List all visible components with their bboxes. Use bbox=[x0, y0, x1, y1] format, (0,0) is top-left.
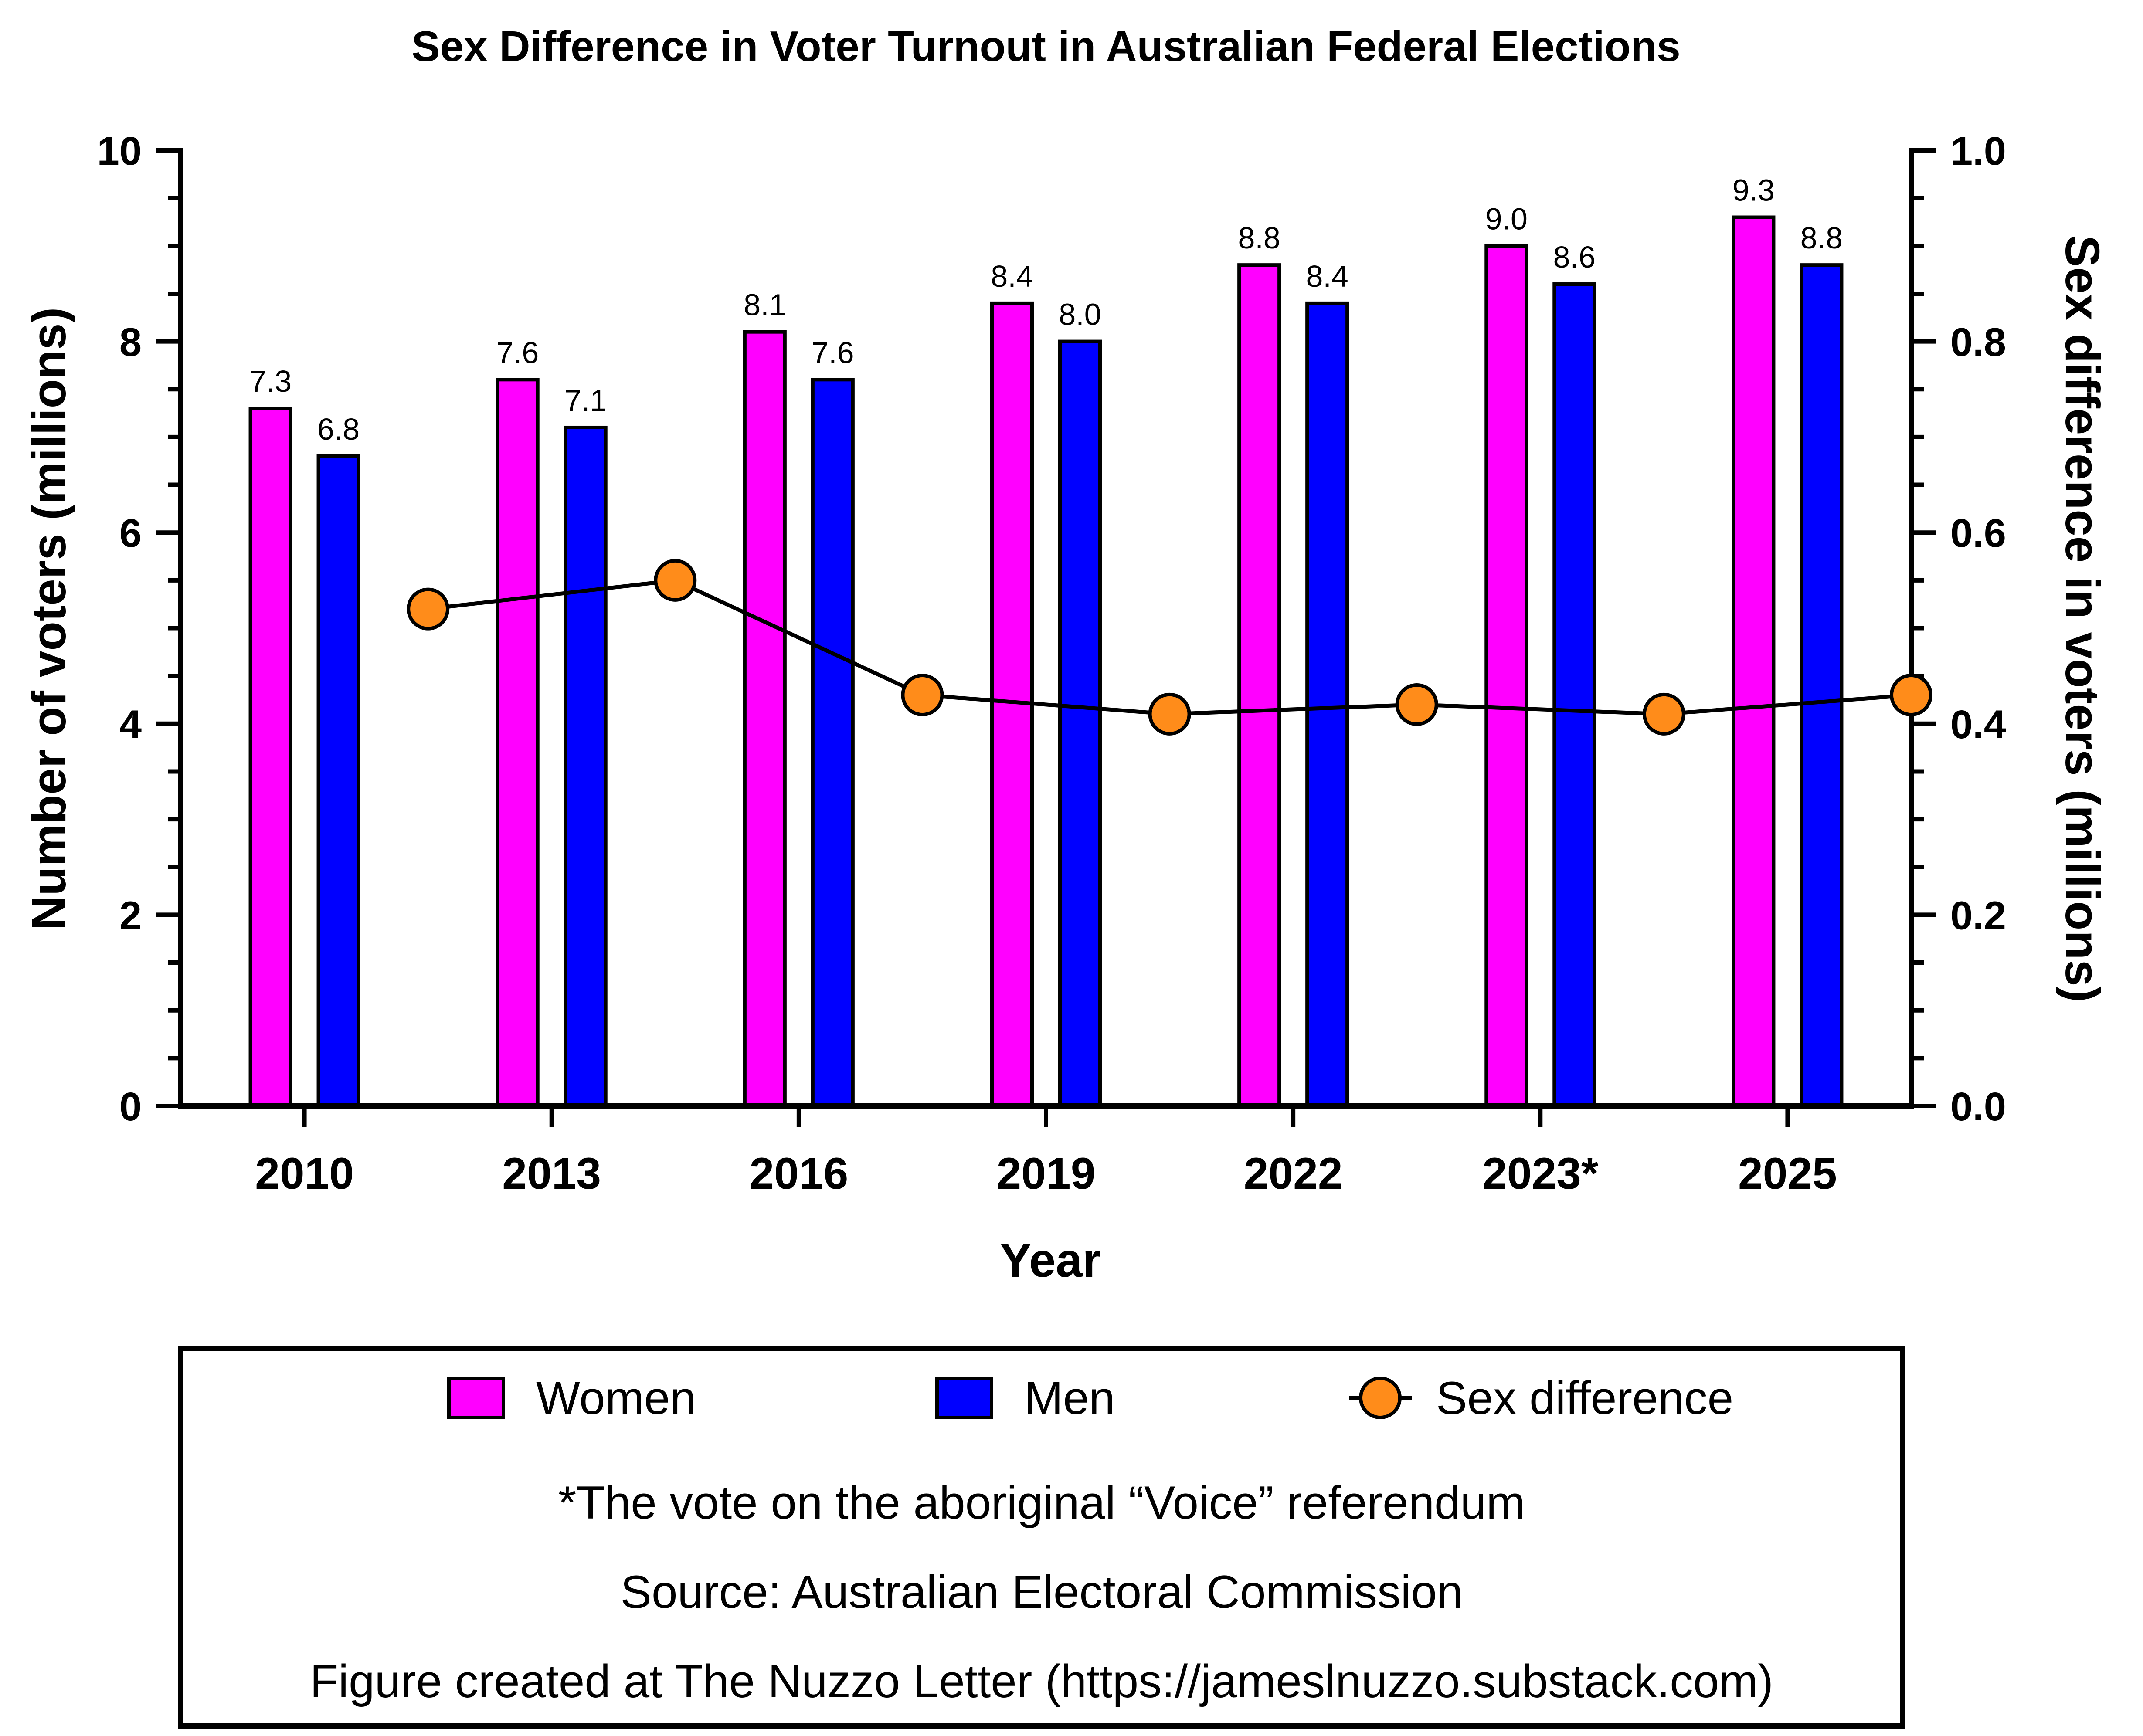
x-tick-label: 2010 bbox=[255, 1149, 354, 1198]
point-sex-difference bbox=[1395, 683, 1438, 726]
bar-women bbox=[1732, 215, 1776, 1108]
legend-box: Women Men Sex difference *The vote on th… bbox=[178, 1346, 1905, 1729]
legend-item-men: Men bbox=[935, 1372, 1115, 1424]
x-tick-label: 2016 bbox=[749, 1149, 848, 1198]
data-label-women: 8.4 bbox=[991, 259, 1033, 293]
y2-tick-label: 0.8 bbox=[1950, 320, 2006, 365]
y-tick-label: 4 bbox=[119, 702, 142, 747]
bar-men bbox=[564, 425, 608, 1108]
y2-axis-title: Sex difference in voters (millions) bbox=[2055, 235, 2109, 1002]
bar-men bbox=[1058, 339, 1102, 1108]
legend-marker-sex-difference bbox=[1359, 1377, 1402, 1419]
y-axis-title: Number of voters (millions) bbox=[22, 307, 76, 930]
y2-tick-label: 0.6 bbox=[1950, 511, 2006, 556]
data-label-women: 7.3 bbox=[249, 364, 292, 398]
point-sex-difference bbox=[1148, 692, 1191, 736]
y-tick-label: 6 bbox=[119, 511, 142, 556]
point-sex-difference bbox=[407, 587, 450, 631]
legend-item-women: Women bbox=[447, 1372, 696, 1424]
bar-men bbox=[1800, 263, 1844, 1108]
y-tick-label: 2 bbox=[119, 893, 142, 938]
x-tick-label: 2025 bbox=[1738, 1149, 1837, 1198]
data-label-men: 8.8 bbox=[1800, 221, 1843, 255]
bar-men bbox=[1552, 282, 1596, 1108]
legend-label-sex-difference: Sex difference bbox=[1436, 1372, 1733, 1424]
x-tick-label: 2013 bbox=[502, 1149, 601, 1198]
data-label-men: 6.8 bbox=[317, 412, 360, 446]
data-label-men: 8.6 bbox=[1553, 240, 1596, 274]
y2-tick-label: 0.0 bbox=[1950, 1085, 2006, 1129]
y-tick-label: 8 bbox=[119, 320, 142, 365]
point-sex-difference bbox=[901, 674, 944, 717]
data-label-men: 7.1 bbox=[564, 383, 607, 417]
legend-item-sex-difference: Sex difference bbox=[1349, 1372, 1733, 1424]
data-label-women: 8.1 bbox=[744, 288, 786, 322]
bar-women bbox=[1484, 244, 1528, 1108]
bar-men bbox=[811, 378, 855, 1108]
y-tick-label: 0 bbox=[119, 1085, 142, 1129]
data-label-women: 8.8 bbox=[1238, 221, 1280, 255]
x-tick-label: 2022 bbox=[1244, 1149, 1343, 1198]
x-tick-label: 2019 bbox=[997, 1149, 1096, 1198]
legend-swatch-men bbox=[935, 1377, 993, 1419]
point-sex-difference bbox=[1890, 674, 1932, 717]
bar-women bbox=[248, 407, 292, 1108]
note-source: Source: Australian Electoral Commission bbox=[621, 1566, 1463, 1618]
x-tick-label: 2023* bbox=[1482, 1149, 1599, 1198]
note-referendum: *The vote on the aboriginal “Voice” refe… bbox=[558, 1476, 1525, 1529]
data-label-men: 8.0 bbox=[1059, 298, 1101, 332]
y-tick-label: 10 bbox=[97, 129, 142, 173]
data-label-men: 7.6 bbox=[812, 336, 854, 370]
y2-tick-label: 0.4 bbox=[1950, 702, 2006, 747]
plot-area: 7.3 6.8 7.6 7.1 8.1 7.6 8.4 8.0 8.8 8.4 9.0 8.6 9.3 8… bbox=[97, 129, 2006, 1198]
legend-label-women: Women bbox=[536, 1372, 696, 1424]
note-credit: Figure created at The Nuzzo Letter (http… bbox=[310, 1655, 1773, 1707]
data-label-women: 9.0 bbox=[1485, 202, 1528, 236]
data-label-men: 8.4 bbox=[1306, 259, 1348, 293]
data-label-women: 9.3 bbox=[1732, 173, 1775, 207]
data-label-women: 7.6 bbox=[496, 336, 539, 370]
legend-label-men: Men bbox=[1024, 1372, 1115, 1424]
point-sex-difference bbox=[1642, 692, 1685, 736]
y2-tick-label: 0.2 bbox=[1950, 893, 2006, 938]
point-sex-difference bbox=[654, 559, 697, 602]
bar-women bbox=[743, 330, 787, 1108]
chart-title: Sex Difference in Voter Turnout in Austr… bbox=[411, 22, 1681, 70]
bar-women bbox=[1237, 263, 1281, 1108]
bar-men bbox=[316, 454, 360, 1108]
y2-tick-label: 1.0 bbox=[1950, 129, 2006, 173]
x-axis-title: Year bbox=[1000, 1234, 1101, 1287]
bar-women bbox=[496, 378, 540, 1108]
bar-men bbox=[1305, 301, 1349, 1108]
legend-swatch-women bbox=[447, 1377, 505, 1419]
